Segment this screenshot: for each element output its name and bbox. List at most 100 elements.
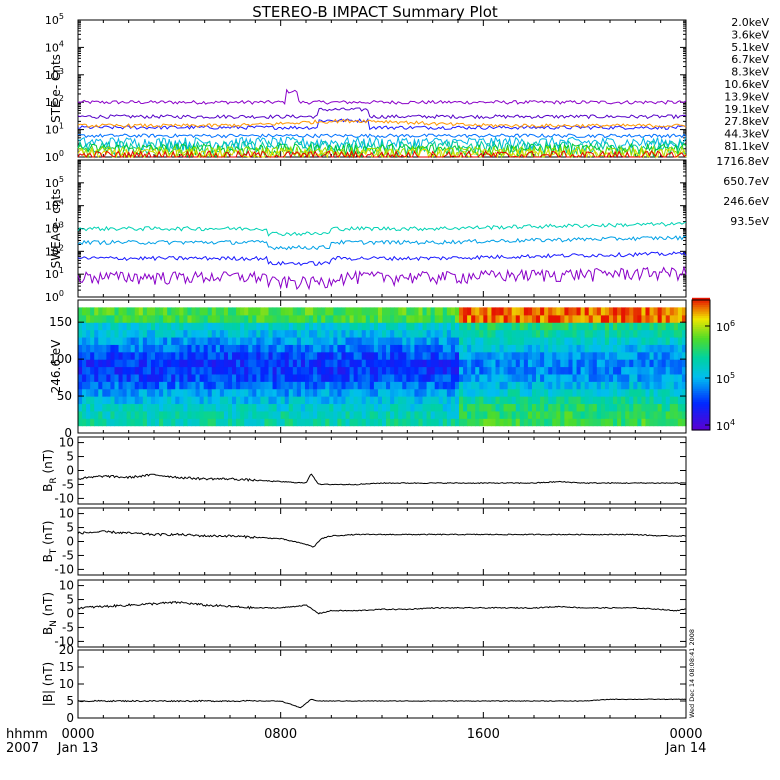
- pad-heatmap-cell: [191, 359, 197, 368]
- pad-heatmap-cell: [446, 344, 452, 353]
- colorbar-cell: [692, 418, 710, 422]
- pad-heatmap-cell: [406, 373, 411, 382]
- pad-heatmap-cell: [637, 344, 643, 353]
- pad-heatmap-cell: [361, 403, 367, 412]
- pad-heatmap-cell: [260, 381, 266, 390]
- pad-heatmap-cell: [110, 381, 116, 390]
- pad-heatmap-cell: [414, 373, 420, 382]
- pad-heatmap-cell: [471, 329, 476, 338]
- pad-heatmap-cell: [410, 366, 416, 375]
- pad-heatmap-cell: [523, 329, 529, 338]
- pad-heatmap-cell: [613, 336, 618, 345]
- colorbar-cell: [692, 359, 710, 363]
- pad-heatmap-cell: [442, 359, 448, 368]
- pad-heatmap-cell: [661, 336, 667, 345]
- pad-heatmap-cell: [596, 418, 602, 427]
- pad-heatmap-cell: [211, 322, 217, 331]
- pad-heatmap-cell: [560, 329, 565, 338]
- pad-heatmap-cell: [608, 366, 614, 375]
- pad-heatmap-cell: [552, 381, 557, 390]
- pad-heatmap-cell: [240, 410, 245, 419]
- pad-heatmap-cell: [142, 307, 148, 316]
- pad-heatmap-cell: [673, 388, 679, 397]
- pad-heatmap-cell: [483, 322, 488, 331]
- pad-heatmap-cell: [159, 366, 164, 375]
- pad-heatmap-cell: [232, 410, 237, 419]
- pad-heatmap-cell: [183, 344, 189, 353]
- pad-heatmap-cell: [373, 396, 379, 405]
- pad-heatmap-cell: [418, 381, 424, 390]
- pad-heatmap-cell: [479, 410, 484, 419]
- pad-heatmap-cell: [576, 344, 582, 353]
- pad-heatmap-cell: [171, 381, 176, 390]
- pad-heatmap-cell: [82, 403, 87, 412]
- pad-heatmap-cell: [548, 329, 553, 338]
- pad-heatmap-cell: [430, 329, 436, 338]
- pad-heatmap-cell: [317, 418, 322, 427]
- pad-heatmap-cell: [507, 314, 513, 323]
- pad-heatmap-cell: [681, 388, 687, 397]
- pad-heatmap-cell: [653, 388, 659, 397]
- pad-heatmap-cell: [540, 418, 545, 427]
- pad-heatmap-cell: [681, 381, 687, 390]
- pad-heatmap-cell: [118, 329, 124, 338]
- pad-heatmap-cell: [179, 373, 184, 382]
- pad-heatmap-cell: [560, 418, 565, 427]
- pad-heatmap-cell: [649, 396, 655, 405]
- pad-heatmap-cell: [317, 336, 322, 345]
- pad-heatmap-cell: [215, 403, 221, 412]
- pad-heatmap-cell: [78, 381, 83, 390]
- pad-heatmap-cell: [544, 403, 549, 412]
- pad-heatmap-cell: [576, 410, 582, 419]
- pad-heatmap-cell: [142, 418, 148, 427]
- pad-heatmap-cell: [673, 410, 679, 419]
- pad-heatmap-cell: [580, 314, 586, 323]
- pad-heatmap-cell: [454, 396, 460, 405]
- pad-heatmap-cell: [572, 381, 578, 390]
- pad-heatmap-cell: [463, 403, 468, 412]
- br-ylabel-sub: R: [49, 477, 59, 483]
- pad-heatmap-cell: [479, 396, 484, 405]
- bt-series-line: [77, 530, 687, 548]
- swea-ytick-label: 105: [45, 175, 64, 190]
- pad-heatmap-cell: [629, 359, 634, 368]
- pad-heatmap-cell: [248, 336, 253, 345]
- pad-heatmap-cell: [625, 351, 630, 360]
- pad-heatmap-cell: [410, 373, 416, 382]
- pad-heatmap-cell: [130, 396, 136, 405]
- pad-heatmap-cell: [677, 329, 683, 338]
- pad-heatmap-cell: [613, 322, 618, 331]
- pad-heatmap-cell: [300, 388, 306, 397]
- pad-heatmap-cell: [142, 366, 148, 375]
- pad-heatmap-cell: [94, 314, 99, 323]
- pad-heatmap-cell: [114, 329, 120, 338]
- pad-heatmap-cell: [159, 373, 164, 382]
- pad-heatmap-cell: [321, 403, 326, 412]
- pad-heatmap-cell: [556, 381, 561, 390]
- pad-heatmap-cell: [527, 329, 533, 338]
- pad-heatmap-cell: [110, 388, 116, 397]
- pad-heatmap-cell: [592, 307, 598, 316]
- pad-heatmap-cell: [394, 388, 399, 397]
- pad-heatmap-cell: [645, 329, 651, 338]
- pad-heatmap-cell: [386, 307, 391, 316]
- pad-heatmap-cell: [625, 396, 630, 405]
- pad-heatmap-cell: [519, 344, 525, 353]
- pad-heatmap-cell: [150, 366, 156, 375]
- pad-heatmap-cell: [86, 366, 91, 375]
- pad-heatmap-cell: [114, 410, 120, 419]
- pad-heatmap-cell: [450, 410, 456, 419]
- pad-heatmap-cell: [657, 373, 663, 382]
- pad-heatmap-cell: [288, 314, 294, 323]
- pad-heatmap-cell: [179, 418, 184, 427]
- pad-heatmap-cell: [309, 351, 314, 360]
- pad-heatmap-cell: [503, 418, 509, 427]
- pad-heatmap-cell: [661, 314, 667, 323]
- pad-heatmap-cell: [203, 388, 209, 397]
- pad-heatmap-cell: [653, 322, 659, 331]
- pad-heatmap-cell: [592, 359, 598, 368]
- ste-legend-entry: 27.8keV: [724, 115, 769, 128]
- pad-heatmap-cell: [309, 329, 314, 338]
- bt-ylabel-main: B: [41, 554, 55, 562]
- pad-heatmap-cell: [410, 307, 416, 316]
